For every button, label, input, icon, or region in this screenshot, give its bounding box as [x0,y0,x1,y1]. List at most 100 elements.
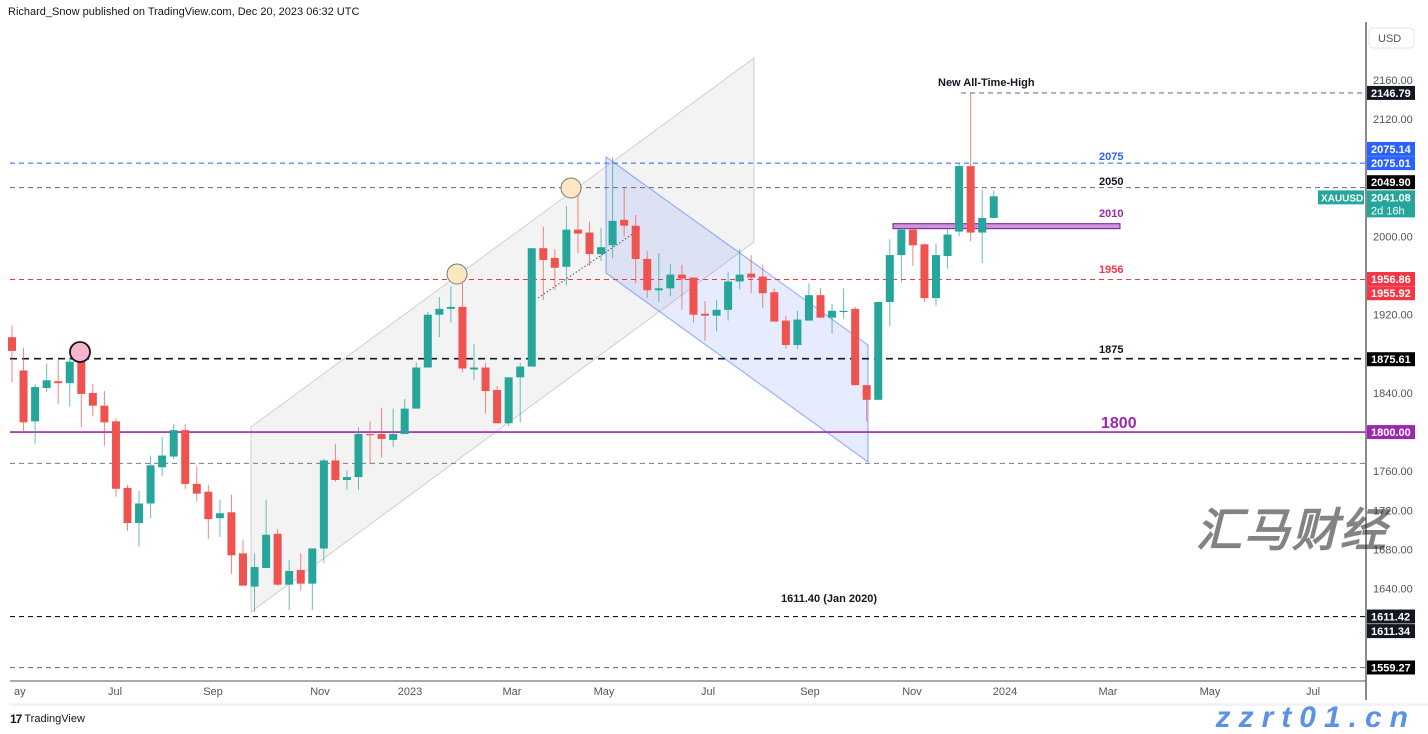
candle-body [273,533,282,585]
candle-body [724,281,733,310]
price-tick-label: 2000.00 [1373,231,1413,243]
price-badge-bg [1367,609,1415,624]
symbol-label-bg [1318,190,1364,205]
price-badge: 1875.61 [1367,352,1415,367]
level-label-1875: 1875 [1099,344,1123,356]
candle-body [181,430,190,484]
candle [908,229,917,266]
price-badge: 1955.92 [1367,286,1415,301]
candle-body [804,295,813,321]
candle [666,263,675,297]
candle [989,190,998,218]
candle [354,427,363,490]
price-badge: 1800.00 [1367,425,1415,440]
candle-body [192,483,201,494]
candle-body [319,460,328,549]
time-tick-label: 2023 [398,686,422,698]
candle [400,398,409,435]
candle-body [100,405,109,423]
price-badge: 2049.90 [1367,175,1415,190]
price-badge-text: 2146.79 [1371,88,1411,100]
candle-body [608,220,617,246]
symbol-label: XAUUSD [1318,190,1364,205]
candle [620,187,629,237]
tradingview-logo[interactable]: 17 TradingView [10,712,85,726]
candle-body [250,567,259,587]
level-label-2075: 2075 [1099,151,1123,163]
candle [77,352,86,428]
axis-divider [10,703,1428,706]
price-badge-text: 1800.00 [1371,427,1411,439]
candle-body [42,380,51,389]
descending-channel [605,155,869,464]
plot-area [10,22,1366,680]
candle [54,359,63,404]
candle-body [481,367,490,392]
candle [770,288,779,322]
candle-body [573,229,582,234]
candle [851,306,860,386]
candle-body [932,255,940,299]
candle-body [527,248,536,367]
candle [677,264,686,310]
candle-body [77,361,86,394]
candle-body [377,434,386,439]
candle [839,288,848,319]
currency-label: USD [1378,33,1401,45]
price-badge-bg [1367,190,1415,218]
candle-body [689,277,698,315]
time-tick-label: ay [14,686,26,698]
candle [296,553,305,591]
candle-body [516,366,525,378]
candle [966,92,975,242]
candle [539,226,548,301]
candle-body [839,310,848,313]
candle [111,418,120,497]
currency-button[interactable]: USD [1368,27,1415,49]
candle-body [366,434,375,436]
candle-body [539,248,548,260]
candle [389,408,398,447]
candle [527,248,536,367]
candle-body [747,273,756,278]
price-badge-text: 1955.92 [1371,288,1411,300]
candle [550,249,559,291]
price-badge: 1611.34 [1367,624,1415,639]
price-badge-text: 1559.27 [1371,662,1411,674]
candle [816,288,825,318]
candle-body [620,219,629,226]
price-badge-bg [1367,425,1415,440]
candle-body [770,292,779,322]
time-tick-label: Sep [203,686,223,698]
candle [331,443,340,482]
level-label-1956: 1956 [1099,264,1123,276]
candle [423,311,432,368]
time-tick-label: Jul [108,686,122,698]
candle-body [862,385,871,400]
candle [573,189,582,254]
candle-body [65,361,74,384]
candle [262,499,271,569]
time-tick-label: Sep [800,686,820,698]
candle-body [262,534,271,569]
candle-body [989,196,998,218]
candle [273,528,282,586]
price-badge-text: 2049.90 [1371,177,1411,189]
price-badge: 1956.86 [1367,272,1415,287]
candle-body [308,548,317,584]
price-badge-bg [1367,352,1415,367]
price-tick-label: 1840.00 [1373,388,1413,400]
time-tick-label: Jul [701,686,715,698]
price-badge-text: 1611.42 [1371,612,1410,624]
watermark: zzrt01.cn [1215,701,1416,734]
price-badge-bg [1367,141,1415,156]
candle [978,189,987,263]
candle [342,470,351,490]
tradingview-logo-text: TradingView [24,713,85,725]
candle [146,455,155,519]
candle-body [215,513,224,519]
candle [319,458,328,564]
candle [250,553,259,613]
